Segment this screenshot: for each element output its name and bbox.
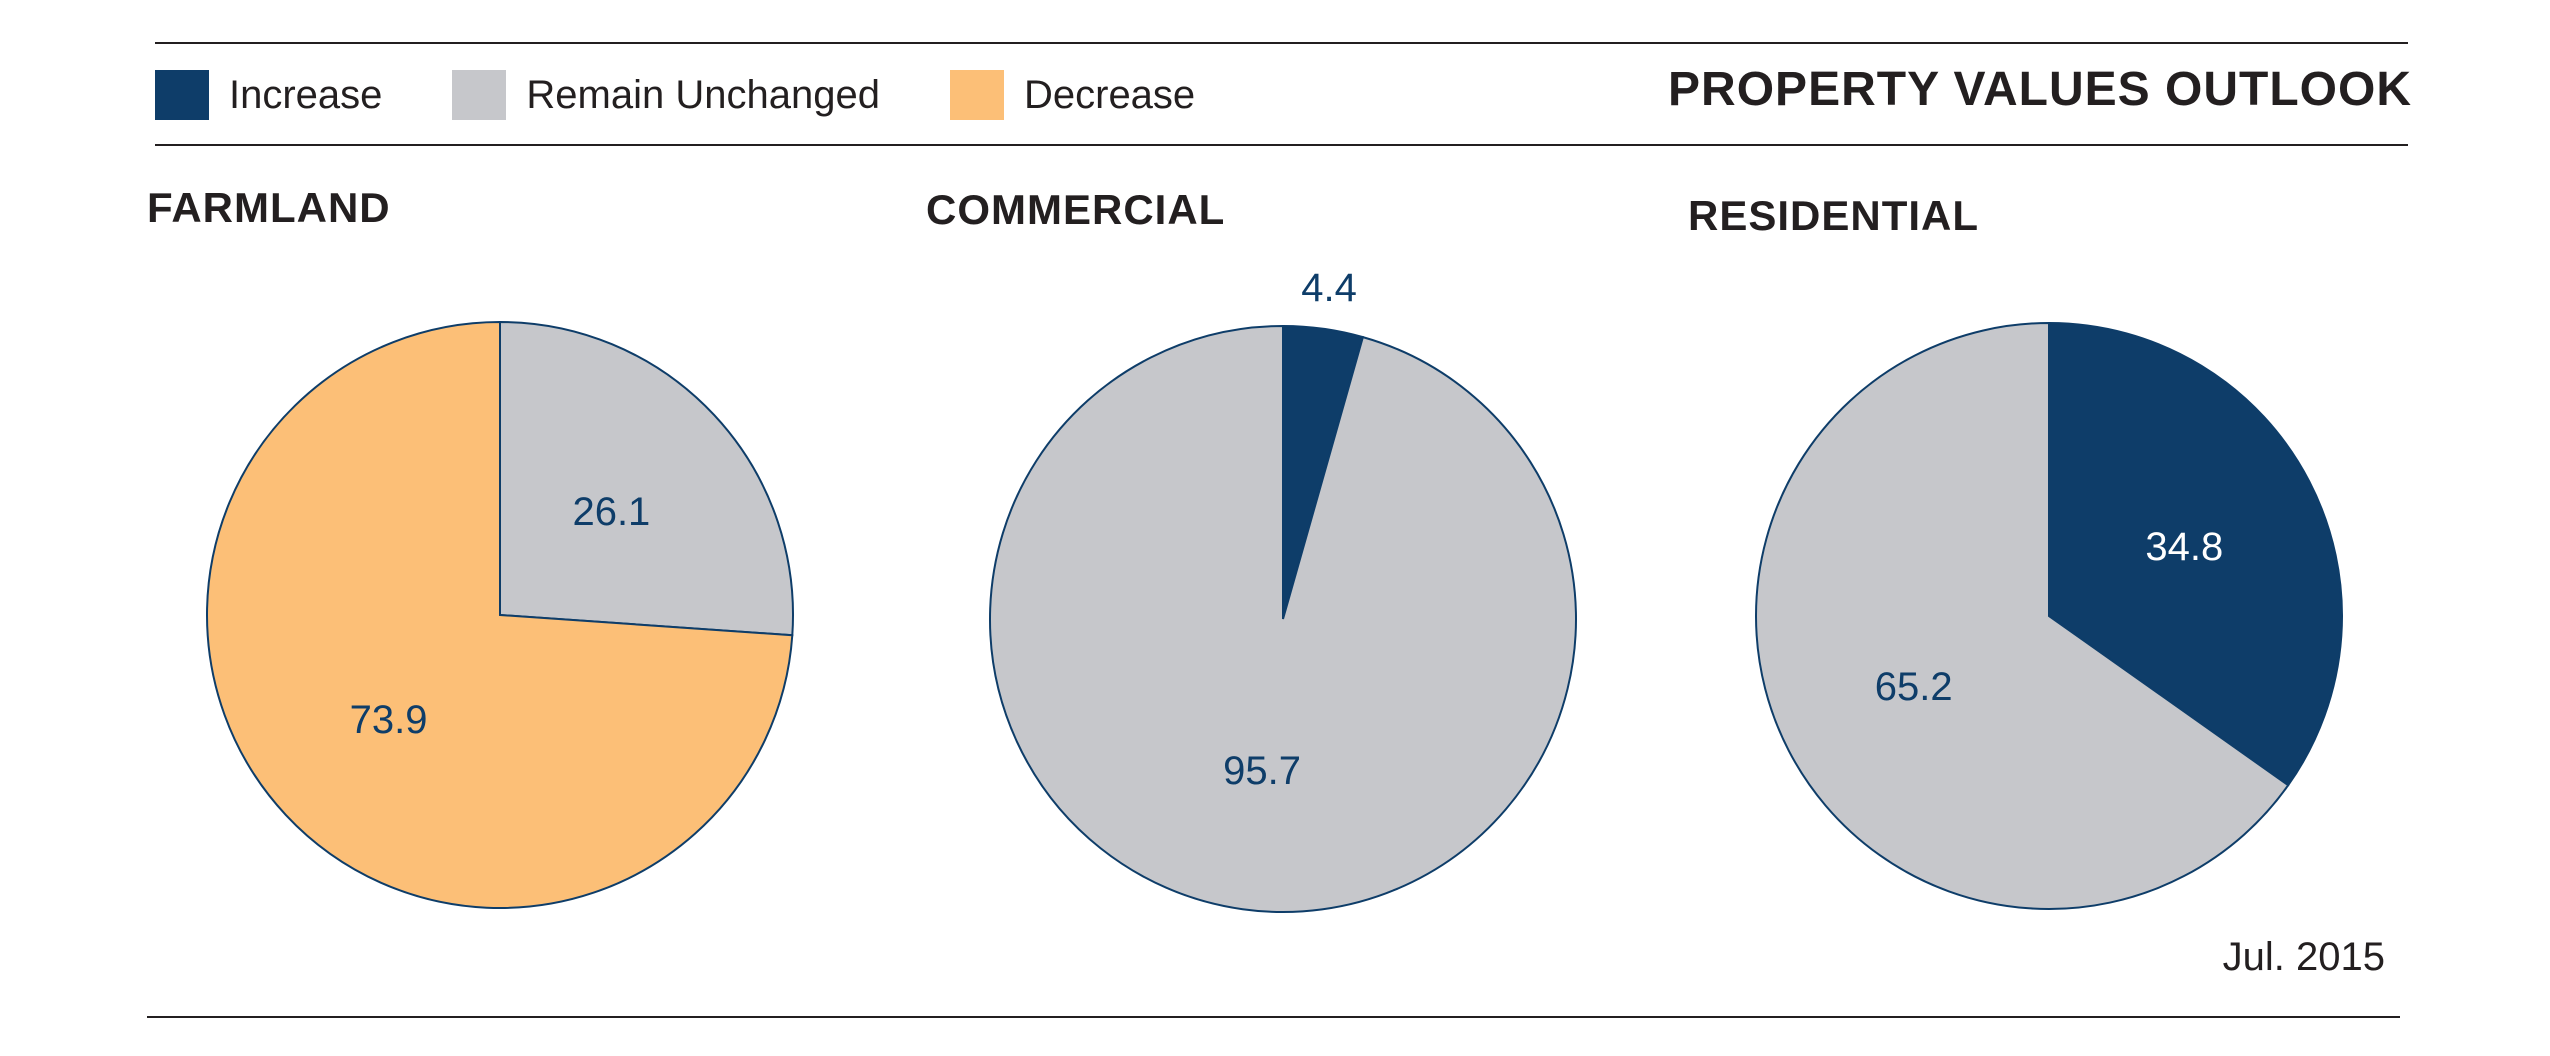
farmland-title: FARMLAND [147,184,391,231]
header-rule [155,144,2408,146]
residential-slice-remain-unchanged [1755,321,2290,910]
residential-label-increase: 34.8 [2145,525,2223,569]
legend-item-decrease: Decrease [949,70,1196,120]
legend-item-unchanged: Remain Unchanged [452,70,880,120]
farmland-slice-remain-unchanged [499,320,794,637]
legend-swatch-increase [155,70,209,120]
commercial-slice-remain-unchanged [989,324,1577,913]
date-label: Jul. 2015 [2222,935,2385,979]
farmland-label-remain-unchanged: 26.1 [572,490,650,534]
legend-label-unchanged: Remain Unchanged [526,72,880,117]
residential-title: RESIDENTIAL [1688,192,1980,239]
residential-pie: 34.8 65.2 [1755,321,2343,910]
farmland-slice-decrease [206,320,794,909]
top-rule [155,42,2408,44]
page-title: PROPERTY VALUES OUTLOOK [1668,63,2412,116]
commercial-label-increase: 4.4 [1301,266,1357,310]
commercial-title: COMMERCIAL [926,186,1226,233]
commercial-label-remain-unchanged: 95.7 [1223,749,1301,793]
farmland-label-decrease: 73.9 [350,698,428,742]
residential-label-remain-unchanged: 65.2 [1875,665,1953,709]
legend-item-increase: Increase [155,70,382,120]
legend-swatch-decrease [949,70,1004,120]
bottom-rule [147,1016,2400,1018]
legend-label-increase: Increase [229,72,383,117]
residential-slice-increase [2048,321,2343,787]
farmland-pie: 26.1 73.9 [206,320,794,909]
legend-swatch-unchanged [452,70,507,120]
commercial-pie: 4.4 95.7 [989,266,1577,913]
legend: Increase Remain Unchanged Decrease [155,70,1265,120]
legend-label-decrease: Decrease [1023,72,1196,117]
